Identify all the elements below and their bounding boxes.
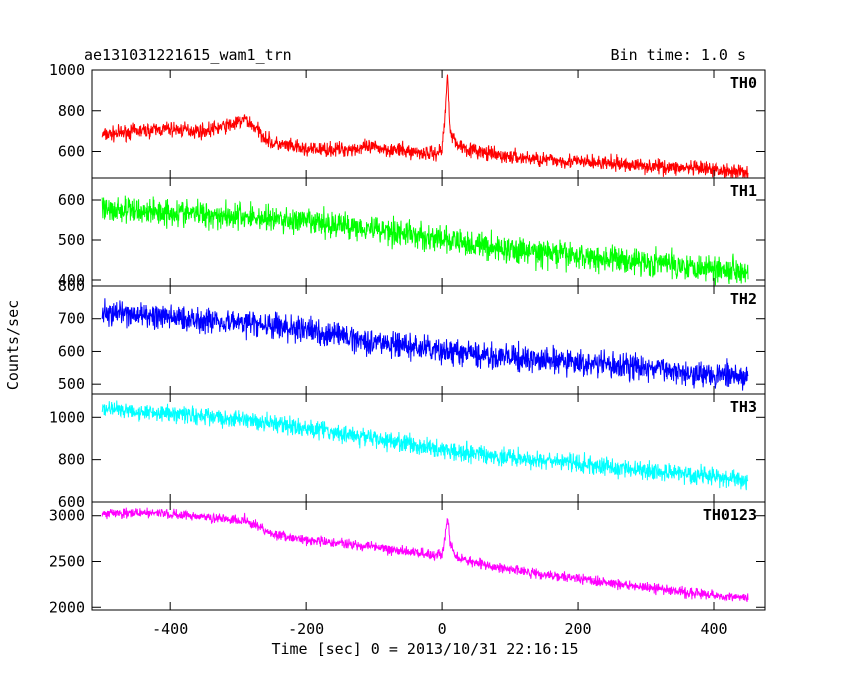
panel-th2: 500 600 700 800 TH2 xyxy=(58,277,766,395)
y-tick-label: 400 xyxy=(58,271,85,289)
x-tick-label: 200 xyxy=(565,620,592,638)
panel-label: TH2 xyxy=(730,290,757,308)
series-line-th2 xyxy=(101,298,749,391)
panels-group: 600 800 1000 TH0 400 500 600 TH1 500 600 700 800 TH2… xyxy=(49,61,766,616)
panel-th3: 600 800 1000 TH3 xyxy=(49,393,766,511)
y-tick-label: 500 xyxy=(58,231,85,249)
x-axis: -400 -200 0 200 400 xyxy=(152,620,727,638)
y-tick-label: 2000 xyxy=(49,598,85,616)
series-line-th0 xyxy=(101,74,749,179)
series-line-th1 xyxy=(101,195,749,286)
panel-th0: 600 800 1000 TH0 xyxy=(49,61,766,179)
x-tick-label: 400 xyxy=(700,620,727,638)
panel-label: TH3 xyxy=(730,398,757,416)
y-tick-label: 2500 xyxy=(49,552,85,570)
panel-label: TH0123 xyxy=(703,506,757,524)
y-tick-label: 600 xyxy=(58,191,85,209)
y-tick-label: 500 xyxy=(58,375,85,393)
panel-label: TH1 xyxy=(730,182,757,200)
y-tick-label: 600 xyxy=(58,342,85,360)
y-tick-label: 1000 xyxy=(49,61,85,79)
y-tick-label: 800 xyxy=(58,451,85,469)
chart-title: ae131031221615_wam1_trn xyxy=(84,46,292,64)
y-tick-label: 3000 xyxy=(49,507,85,525)
y-tick-label: 600 xyxy=(58,493,85,511)
series-line-th3 xyxy=(101,400,749,491)
series-line-th0123 xyxy=(101,507,749,602)
chart-subtitle: Bin time: 1.0 s xyxy=(611,46,746,64)
panel-label: TH0 xyxy=(730,74,757,92)
y-tick-label: 800 xyxy=(58,277,85,295)
y-tick-label: 600 xyxy=(58,143,85,161)
panel-frame xyxy=(91,501,766,611)
y-axis-label: Counts/sec xyxy=(4,300,22,390)
panel-th0123: 2000 2500 3000 TH0123 xyxy=(49,501,766,616)
x-axis-label: Time [sec] 0 = 2013/10/31 22:16:15 xyxy=(271,640,578,658)
panel-frame xyxy=(91,69,766,179)
y-tick-label: 1000 xyxy=(49,408,85,426)
y-tick-label: 700 xyxy=(58,310,85,328)
x-tick-label: 0 xyxy=(438,620,447,638)
x-tick-label: -200 xyxy=(288,620,324,638)
x-tick-label: -400 xyxy=(152,620,188,638)
panel-th1: 400 500 600 TH1 xyxy=(58,177,766,289)
y-tick-label: 800 xyxy=(58,102,85,120)
